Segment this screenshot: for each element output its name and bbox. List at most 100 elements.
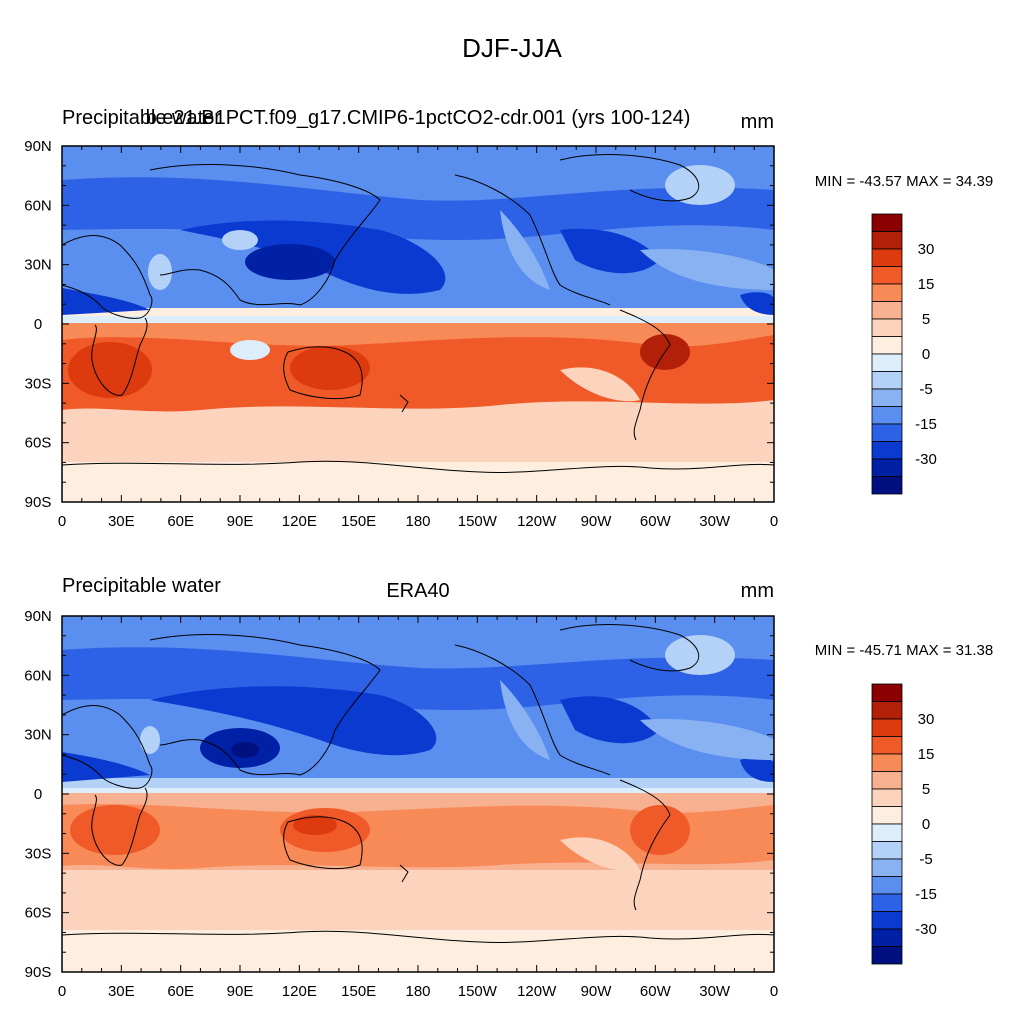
panel-1-left-title: Precipitable water	[62, 107, 221, 129]
lon-tick-label: 0	[770, 513, 778, 530]
lon-tick-label: 120E	[282, 513, 317, 530]
panel-1: 0 30E 60E 90E 120E 150E 180 150W 120W 90W 60W 30W 09…	[24, 107, 993, 530]
panel-2-colorbar: 30 15 5 0 -5 -15 -30	[871, 683, 937, 965]
lon-tick-label: 60W	[640, 513, 672, 530]
lon-tick-label: 0	[770, 983, 778, 1000]
colorbar-box	[871, 858, 903, 877]
lon-tick-label: 120E	[282, 983, 317, 1000]
panel-2-left-title: Precipitable water	[62, 575, 221, 597]
lon-tick-label: 90E	[227, 513, 254, 530]
lat-tick-label: 0	[34, 316, 42, 333]
lon-tick-label: 90E	[227, 983, 254, 1000]
lat-tick-label: 60S	[25, 435, 52, 452]
lon-tick-label: 90W	[581, 983, 613, 1000]
lon-tick-label: 150E	[341, 513, 376, 530]
colorbar-box	[871, 701, 903, 720]
panel-2-minmax: MIN = -45.71 MAX = 31.38	[815, 642, 993, 659]
lat-tick-label: 0	[34, 786, 42, 803]
lat-tick-label: 30S	[25, 845, 52, 862]
colorbar-box	[871, 423, 903, 442]
panel-1-units: mm	[741, 111, 774, 133]
lat-tick-label: 90S	[25, 494, 52, 511]
colorbar-box	[871, 946, 903, 965]
lon-tick-label: 60E	[167, 513, 194, 530]
colorbar-box	[871, 266, 903, 285]
panel-1-colorbar: 30 15 5 0 -5 -15 -30	[871, 213, 937, 495]
colorbar-box	[871, 371, 903, 390]
lon-tick-label: 120W	[517, 983, 557, 1000]
colorbar-box	[871, 406, 903, 425]
panel-1-axis-ticks: 0 30E 60E 90E 120E 150E 180 150W 120W 90W 60W 30W 09…	[24, 138, 778, 530]
colorbar-label: 30	[918, 241, 935, 258]
figure-title: DJF-JJA	[462, 33, 562, 63]
colorbar-box	[871, 476, 903, 495]
lon-tick-label: 120W	[517, 513, 557, 530]
colorbar-label: 0	[922, 816, 930, 833]
lon-tick-label: 180	[405, 983, 430, 1000]
lon-tick-label: 30W	[699, 513, 731, 530]
panel-2-center-title: ERA40	[386, 580, 449, 602]
colorbar-box	[871, 823, 903, 842]
panel-2-axis-ticks: 0 30E 60E 90E 120E 150E 180 150W 120W 90W 60W 30W 09…	[24, 608, 778, 1000]
colorbar-box	[871, 318, 903, 337]
lon-tick-label: 0	[58, 513, 66, 530]
colorbar-box	[871, 683, 903, 702]
colorbar-box	[871, 911, 903, 930]
lat-tick-label: 30N	[24, 727, 52, 744]
lat-tick-label: 90S	[25, 964, 52, 981]
colorbar-label: -5	[919, 851, 932, 868]
colorbar-box	[871, 248, 903, 267]
colorbar-box	[871, 771, 903, 790]
lat-tick-label: 60S	[25, 905, 52, 922]
lon-tick-label: 60W	[640, 983, 672, 1000]
lon-tick-label: 0	[58, 983, 66, 1000]
lat-tick-label: 60N	[24, 197, 52, 214]
lon-tick-label: 30E	[108, 983, 135, 1000]
lat-tick-label: 90N	[24, 608, 52, 625]
colorbar-label: 5	[922, 781, 930, 798]
colorbar-box	[871, 806, 903, 825]
colorbar-box	[871, 301, 903, 320]
lat-tick-label: 30N	[24, 257, 52, 274]
colorbar-label: -30	[915, 451, 937, 468]
panel-2-units: mm	[741, 580, 774, 602]
lat-tick-label: 60N	[24, 667, 52, 684]
colorbar-box	[871, 441, 903, 460]
lat-tick-label: 90N	[24, 138, 52, 155]
colorbar-label: 15	[918, 276, 935, 293]
colorbar-label: 5	[922, 311, 930, 328]
panel-1-map-field	[62, 146, 774, 502]
colorbar-box	[871, 353, 903, 372]
lon-tick-label: 30E	[108, 513, 135, 530]
colorbar-box	[871, 283, 903, 302]
panel-2: 0 30E 60E 90E 120E 150E 180 150W 120W 90W 60W 30W 09…	[24, 575, 993, 1000]
colorbar-label: 15	[918, 746, 935, 763]
colorbar-box	[871, 928, 903, 947]
colorbar-box	[871, 788, 903, 807]
lon-tick-label: 150W	[458, 513, 498, 530]
colorbar-box	[871, 876, 903, 895]
lat-tick-label: 30S	[25, 375, 52, 392]
panel-1-center-title: b.e21.B1PCT.f09_g17.CMIP6-1pctCO2-cdr.00…	[146, 107, 691, 129]
lon-tick-label: 90W	[581, 513, 613, 530]
colorbar-box	[871, 213, 903, 232]
lon-tick-label: 150W	[458, 983, 498, 1000]
colorbar-box	[871, 718, 903, 737]
colorbar-label: 0	[922, 346, 930, 363]
lon-tick-label: 150E	[341, 983, 376, 1000]
colorbar-label: -30	[915, 921, 937, 938]
panel-1-minmax: MIN = -43.57 MAX = 34.39	[815, 173, 993, 190]
colorbar-box	[871, 388, 903, 407]
colorbar-box	[871, 736, 903, 755]
lon-tick-label: 30W	[699, 983, 731, 1000]
colorbar-label: -5	[919, 381, 932, 398]
colorbar-label: -15	[915, 886, 937, 903]
colorbar-box	[871, 753, 903, 772]
colorbar-box	[871, 231, 903, 250]
colorbar-label: -15	[915, 416, 937, 433]
colorbar-box	[871, 893, 903, 912]
colorbar-label: 30	[918, 711, 935, 728]
panel-2-map-field	[62, 616, 774, 972]
lon-tick-label: 180	[405, 513, 430, 530]
